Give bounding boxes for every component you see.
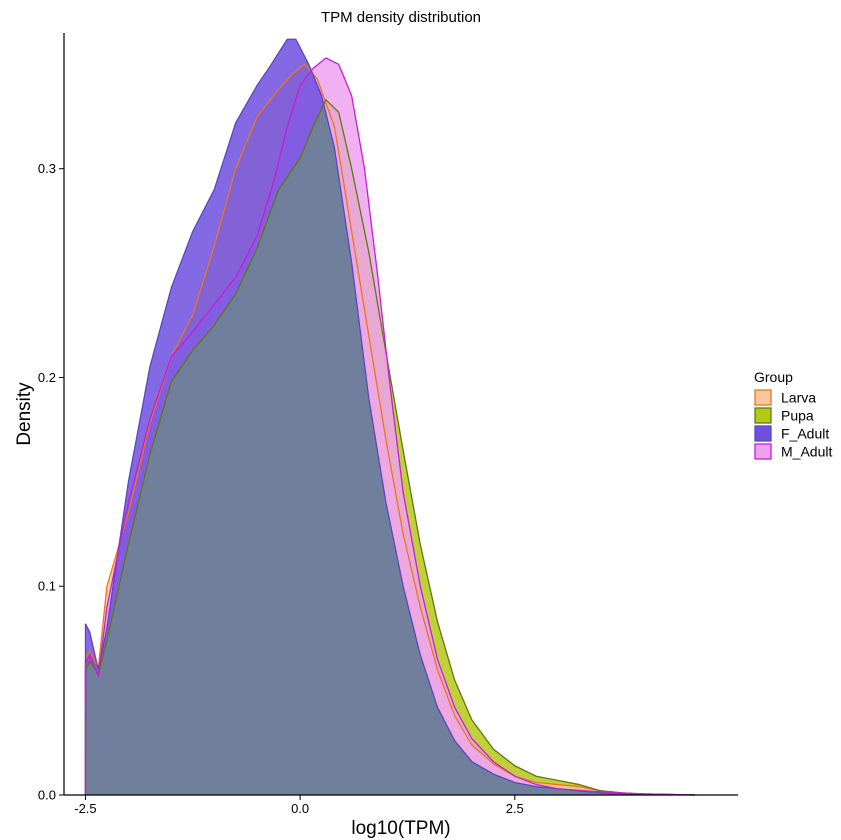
density-line-larva	[84, 63, 696, 796]
y-axis-title: Density	[14, 382, 35, 446]
y-tick-label: 0.0	[38, 788, 56, 803]
legend-key-f-adult	[754, 425, 772, 442]
x-tick-label: -2.5	[74, 801, 96, 816]
density-lines	[84, 38, 696, 796]
legend-label-f-adult: F_Adult	[781, 426, 829, 442]
y-axis-ticks: 0.0 0.1 0.2 0.3	[38, 161, 64, 803]
y-tick-label: 0.3	[38, 161, 56, 176]
legend-label-m-adult: M_Adult	[781, 444, 832, 460]
x-axis-ticks: -2.5 0.0 2.5	[74, 795, 524, 816]
y-tick-label: 0.2	[38, 370, 56, 385]
y-tick-label: 0.1	[38, 579, 56, 594]
density-line-pupa	[84, 98, 696, 796]
x-tick-label: 0.0	[291, 801, 309, 816]
density-line-f-adult	[84, 38, 696, 796]
density-overlap-area	[85, 106, 696, 795]
legend-key-pupa	[754, 407, 772, 424]
legend-label-pupa: Pupa	[781, 408, 814, 424]
legend-label-larva: Larva	[781, 390, 816, 406]
x-tick-label: 2.5	[506, 801, 524, 816]
x-axis-title: log10(TPM)	[351, 818, 450, 839]
legend-title: Group	[754, 369, 793, 385]
legend-key-m-adult	[754, 443, 772, 460]
legend-key-larva	[754, 389, 772, 406]
overlap-area	[85, 106, 696, 795]
density-line-m-adult	[84, 57, 696, 796]
legend: Group Larva Pupa F_Adult M_Adult	[754, 369, 832, 460]
chart-title: TPM density distribution	[321, 9, 481, 26]
